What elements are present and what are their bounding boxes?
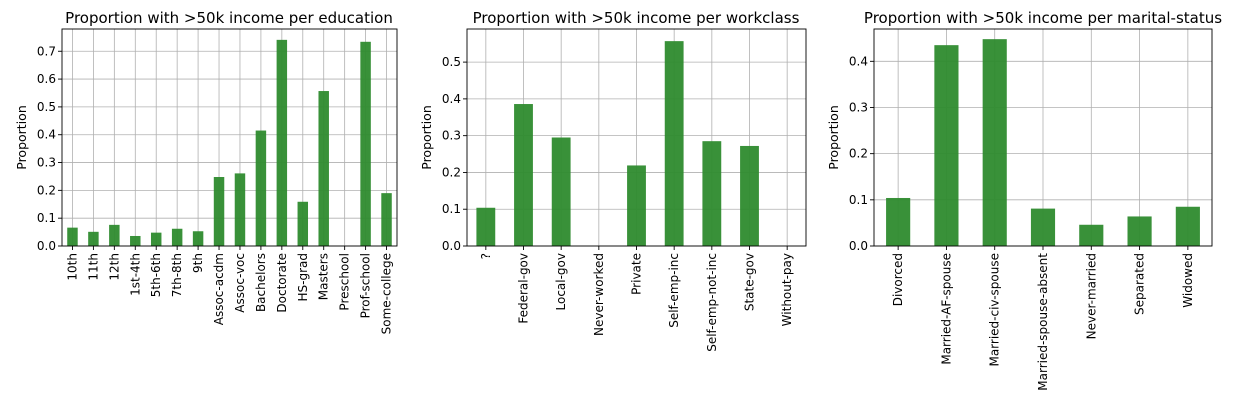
bar bbox=[318, 91, 329, 247]
ytick-label: 0.0 bbox=[442, 239, 461, 253]
y-axis-label: Proportion bbox=[14, 105, 29, 170]
bar bbox=[664, 41, 684, 247]
bar bbox=[627, 165, 646, 246]
ytick-label: 0.4 bbox=[849, 54, 868, 68]
xtick-label: Preschool bbox=[338, 253, 352, 311]
ytick-label: 0.0 bbox=[849, 239, 868, 253]
ytick-label: 0.0 bbox=[37, 239, 56, 253]
bar bbox=[514, 104, 533, 246]
ytick-label: 0.3 bbox=[442, 129, 461, 143]
bar bbox=[276, 39, 288, 246]
ytick-label: 0.7 bbox=[37, 44, 56, 58]
xtick-label: Bachelors bbox=[254, 253, 268, 312]
ytick-label: 0.2 bbox=[37, 183, 56, 197]
xtick-label: 12th bbox=[107, 253, 121, 281]
xtick-label: Widowed bbox=[1181, 253, 1195, 308]
xtick-label: Masters bbox=[317, 253, 331, 300]
bar bbox=[255, 130, 267, 246]
bar bbox=[1127, 216, 1152, 246]
y-axis-label: Proportion bbox=[419, 105, 434, 170]
bar bbox=[1175, 206, 1200, 246]
chart-title: Proportion with >50k income per workclas… bbox=[473, 9, 800, 27]
xtick-label: Doctorate bbox=[275, 253, 289, 313]
bar bbox=[192, 231, 204, 246]
bar bbox=[476, 207, 496, 246]
xtick-label: 7th-8th bbox=[170, 253, 184, 297]
chart-title: Proportion with >50k income per marital-… bbox=[864, 9, 1222, 27]
xtick-label: 1st-4th bbox=[128, 253, 142, 296]
ytick-label: 0.3 bbox=[37, 156, 56, 170]
ytick-label: 0.5 bbox=[442, 55, 461, 69]
chart-1: 0.0 0.1 0.2 0.3 0.4 0.5 0.6 0.7 10th 11th 12th 1st-… bbox=[14, 9, 398, 334]
xtick-label: Assoc-acdm bbox=[212, 253, 226, 325]
bar bbox=[886, 197, 911, 246]
bar bbox=[934, 45, 959, 246]
xtick-label: Never-worked bbox=[592, 253, 606, 336]
ytick-label: 0.1 bbox=[442, 202, 461, 216]
bar bbox=[213, 177, 225, 246]
xtick-label: HS-grad bbox=[296, 253, 310, 302]
ytick-label: 0.2 bbox=[849, 147, 868, 161]
bar bbox=[551, 137, 571, 246]
xtick-label: Divorced bbox=[891, 253, 905, 306]
ytick-label: 0.4 bbox=[442, 92, 461, 106]
bar bbox=[702, 141, 722, 246]
ytick-label: 0.1 bbox=[849, 193, 868, 207]
xtick-label: Without-pay bbox=[780, 253, 794, 326]
bar bbox=[234, 173, 246, 246]
ytick-label: 0.6 bbox=[37, 72, 56, 86]
bar bbox=[360, 41, 371, 246]
xtick-label: Local-gov bbox=[554, 253, 568, 311]
ytick-label: 0.4 bbox=[37, 128, 56, 142]
xtick-label: Some-college bbox=[380, 253, 394, 334]
bar bbox=[67, 227, 78, 246]
xtick-label: Never-married bbox=[1084, 253, 1098, 339]
xtick-label: Self-emp-inc bbox=[667, 253, 681, 328]
ytick-label: 0.1 bbox=[37, 211, 56, 225]
xtick-label: Separated bbox=[1133, 253, 1147, 315]
xtick-label: Prof-school bbox=[359, 253, 373, 318]
xtick-label: Married-civ-spouse bbox=[988, 253, 1002, 367]
xtick-label: Federal-gov bbox=[517, 253, 531, 324]
y-axis-label: Proportion bbox=[826, 105, 841, 170]
xtick-label: ? bbox=[479, 253, 493, 259]
xtick-label: 11th bbox=[86, 253, 100, 281]
xtick-label: Married-AF-spouse bbox=[939, 253, 953, 365]
bar bbox=[130, 235, 141, 246]
axes-frame bbox=[61, 28, 398, 247]
ytick-label: 0.3 bbox=[849, 100, 868, 114]
ytick-label: 0.5 bbox=[37, 100, 56, 114]
xtick-label: Private bbox=[630, 253, 644, 295]
bar bbox=[88, 231, 99, 246]
xtick-label: 10th bbox=[65, 253, 79, 281]
xtick-label: Married-spouse-absent bbox=[1036, 253, 1050, 391]
bar bbox=[982, 39, 1007, 247]
bar bbox=[740, 145, 759, 246]
ytick-label: 0.2 bbox=[442, 165, 461, 179]
bar bbox=[109, 224, 120, 246]
xtick-label: State-gov bbox=[743, 253, 757, 311]
xtick-label: Self-emp-not-inc bbox=[705, 253, 719, 352]
xtick-label: 5th-6th bbox=[149, 253, 163, 297]
chart-title: Proportion with >50k income per educatio… bbox=[65, 9, 393, 27]
bar bbox=[150, 232, 162, 246]
bar bbox=[297, 201, 309, 246]
bar bbox=[171, 228, 183, 246]
bar bbox=[1079, 224, 1104, 246]
chart-3: 0.0 0.1 0.2 0.3 0.4 Divorced Married-AF-spouse… bbox=[826, 9, 1222, 391]
chart-2: 0.0 0.1 0.2 0.3 0.4 0.5? Federal-gov Local-gov N… bbox=[419, 9, 807, 352]
bar bbox=[1030, 208, 1056, 246]
xtick-label: 9th bbox=[191, 253, 205, 273]
xtick-label: Assoc-voc bbox=[233, 253, 247, 313]
bar bbox=[381, 193, 392, 246]
